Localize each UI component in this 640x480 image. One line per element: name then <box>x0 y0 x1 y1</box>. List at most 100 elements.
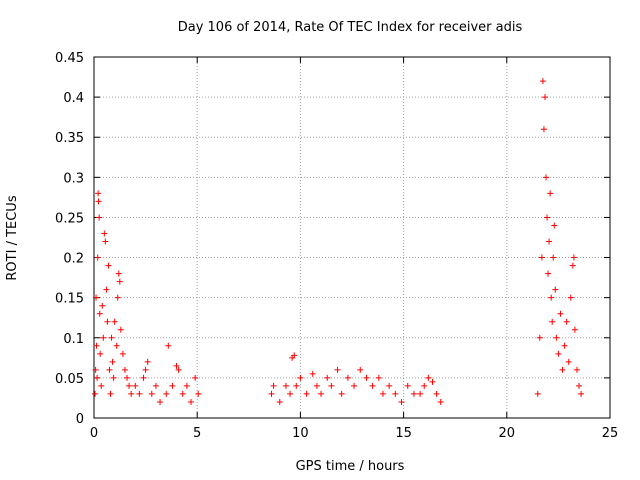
y-tick-label: 0.35 <box>55 131 84 146</box>
data-point <box>106 366 113 373</box>
data-point <box>126 382 133 389</box>
data-point <box>97 350 104 357</box>
data-point <box>104 318 111 325</box>
data-point <box>557 310 564 317</box>
data-point <box>173 362 180 369</box>
y-axis-label: ROTI / TECUs <box>5 195 20 280</box>
data-point <box>144 358 151 365</box>
data-point <box>545 270 552 277</box>
data-point <box>548 294 555 301</box>
data-point <box>128 390 135 397</box>
data-point <box>114 294 121 301</box>
data-point <box>101 230 108 237</box>
data-point <box>550 254 557 261</box>
data-point <box>192 374 199 381</box>
data-point <box>559 366 566 373</box>
data-point <box>152 382 159 389</box>
data-point <box>569 262 576 269</box>
axis-ticks: 0 5 10 15 20 25 0 0.05 0.1 0.15 0.2 0.25 0.3 0.35 0.4 0… <box>55 51 618 441</box>
data-point <box>386 382 393 389</box>
y-tick-label: 0 <box>76 412 84 427</box>
data-point <box>357 366 364 373</box>
data-point <box>351 382 358 389</box>
x-tick-label: 15 <box>395 426 412 441</box>
data-point <box>282 382 289 389</box>
data-point <box>92 366 99 373</box>
data-point <box>98 382 105 389</box>
data-point <box>109 358 116 365</box>
data-point <box>113 342 120 349</box>
data-point <box>175 366 182 373</box>
plot-frame <box>93 56 611 419</box>
data-point <box>105 262 112 269</box>
data-point <box>102 238 109 245</box>
data-point <box>551 222 558 229</box>
data-point <box>116 278 123 285</box>
data-point <box>536 334 543 341</box>
data-point <box>571 326 578 333</box>
data-point <box>107 390 114 397</box>
data-point <box>103 286 110 293</box>
data-point <box>417 390 424 397</box>
chart-title: Day 106 of 2014, Rate Of TEC Index for r… <box>178 20 523 35</box>
data-point <box>313 382 320 389</box>
data-point <box>421 382 428 389</box>
data-point <box>142 366 149 373</box>
x-tick-label: 25 <box>602 426 619 441</box>
x-axis-label: GPS time / hours <box>296 459 405 474</box>
data-point <box>136 390 143 397</box>
data-point <box>93 342 100 349</box>
data-point <box>119 350 126 357</box>
data-point <box>573 366 580 373</box>
data-point <box>276 398 283 405</box>
x-tick-label: 10 <box>292 426 309 441</box>
data-point <box>410 390 417 397</box>
data-point <box>179 390 186 397</box>
y-tick-label: 0.15 <box>55 292 84 307</box>
data-point <box>561 342 568 349</box>
data-point <box>94 374 101 381</box>
data-point <box>565 358 572 365</box>
data-point <box>309 370 316 377</box>
data-point <box>328 382 335 389</box>
data-point <box>93 294 100 301</box>
data-point <box>425 374 432 381</box>
data-point <box>169 382 176 389</box>
data-point <box>555 350 562 357</box>
data-point <box>534 390 541 397</box>
data-point <box>95 190 102 197</box>
data-point <box>541 94 548 101</box>
data-point <box>303 390 310 397</box>
data-point <box>576 382 583 389</box>
data-point <box>538 254 545 261</box>
x-tick-label: 5 <box>193 426 201 441</box>
data-point <box>111 318 118 325</box>
data-point <box>578 390 585 397</box>
data-point <box>544 214 551 221</box>
data-point <box>334 366 341 373</box>
data-point <box>94 254 101 261</box>
data-point <box>99 302 106 309</box>
data-point <box>404 382 411 389</box>
data-point <box>148 390 155 397</box>
data-point <box>318 390 325 397</box>
data-point <box>96 310 103 317</box>
y-tick-label: 0.3 <box>63 171 84 186</box>
data-point <box>429 378 436 385</box>
data-point <box>124 374 131 381</box>
data-point <box>270 382 277 389</box>
data-point <box>398 398 405 405</box>
data-point <box>363 374 370 381</box>
data-point <box>549 318 556 325</box>
data-point <box>375 374 382 381</box>
y-tick-label: 0.2 <box>63 252 84 267</box>
data-point <box>552 286 559 293</box>
data-point <box>369 382 376 389</box>
data-point <box>287 390 294 397</box>
data-point <box>108 334 115 341</box>
data-point <box>100 334 107 341</box>
data-point <box>338 390 345 397</box>
data-point <box>324 374 331 381</box>
